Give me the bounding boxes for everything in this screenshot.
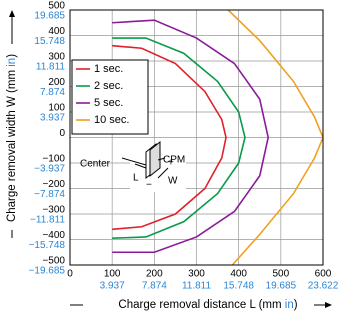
- y-tick-label: 100: [48, 103, 65, 114]
- annotation: W: [168, 176, 178, 187]
- legend-label: 1 sec.: [94, 63, 123, 75]
- x-tick-label: 500: [272, 269, 289, 280]
- x-tick-label: 200: [146, 269, 163, 280]
- x-inch-label: 23.622: [308, 281, 339, 292]
- y-tick-label: −300: [42, 205, 65, 216]
- y-tick-label: 200: [48, 77, 65, 88]
- y-axis-title: Charge removal width W (mm in): [6, 54, 18, 222]
- legend-label: 10 sec.: [94, 114, 129, 126]
- legend-box: [71, 59, 149, 135]
- y-tick-label: 500: [48, 1, 65, 12]
- x-inch-label: 15.748: [223, 281, 254, 292]
- cpm-pointer: [157, 157, 166, 161]
- y-inch-label: −19.685: [29, 266, 66, 277]
- annotation: CPM: [163, 155, 185, 166]
- y-inch-label: 3.937: [40, 113, 65, 124]
- y-title-arrowhead: [9, 10, 15, 17]
- y-inch-label: 15.748: [34, 36, 65, 47]
- x-tick-label: 600: [315, 269, 332, 280]
- x-tick-label: 0: [67, 269, 73, 280]
- y-inch-label: −3.937: [34, 164, 65, 175]
- x-inch-label: 11.811: [182, 281, 212, 292]
- legend-label: 2 sec.: [94, 80, 123, 92]
- plot-frame: [69, 9, 324, 266]
- curve: [112, 44, 227, 231]
- x-inch-label: 19.685: [266, 281, 297, 292]
- l-arrow: [134, 163, 147, 169]
- y-inch-label: −7.874: [34, 189, 65, 200]
- center-line: [121, 157, 147, 166]
- x-inch-label: 7.874: [142, 281, 167, 292]
- curve: [112, 37, 246, 240]
- curve: [112, 19, 270, 254]
- annotation: Center: [80, 159, 111, 170]
- y-inch-label: 19.685: [34, 11, 65, 22]
- y-tick-label: 400: [48, 26, 65, 37]
- y-tick-label: −200: [42, 179, 65, 190]
- cpm-plate-back: [149, 140, 161, 178]
- y-tick-label: −100: [42, 154, 65, 165]
- y-tick-label: 0: [59, 128, 65, 139]
- x-axis-title: Charge removal distance L (mm in): [118, 299, 297, 311]
- y-tick-label: −500: [42, 256, 65, 267]
- x-tick-label: 400: [230, 269, 247, 280]
- y-inch-label: −11.811: [30, 215, 65, 226]
- annotation: L: [133, 173, 139, 184]
- annotation: −: [146, 180, 152, 191]
- x-title-arrowhead: [325, 302, 332, 308]
- y-inch-label: −15.748: [29, 240, 66, 251]
- w-arrow: [157, 167, 169, 179]
- x-tick-label: 300: [188, 269, 205, 280]
- y-tick-label: −400: [42, 230, 65, 241]
- annotation: +: [168, 158, 174, 169]
- cpm-diagram: CPM Center L W + −: [80, 140, 186, 192]
- y-inch-label: 11.811: [36, 62, 66, 73]
- x-tick-label: 100: [104, 269, 121, 280]
- legend-label: 5 sec.: [94, 97, 123, 109]
- y-tick-label: 300: [48, 52, 65, 63]
- x-inch-label: 3.937: [100, 281, 125, 292]
- y-inch-label: 7.874: [40, 87, 65, 98]
- legend: 1 sec. 2 sec. 5 sec. 10 sec.: [71, 59, 149, 135]
